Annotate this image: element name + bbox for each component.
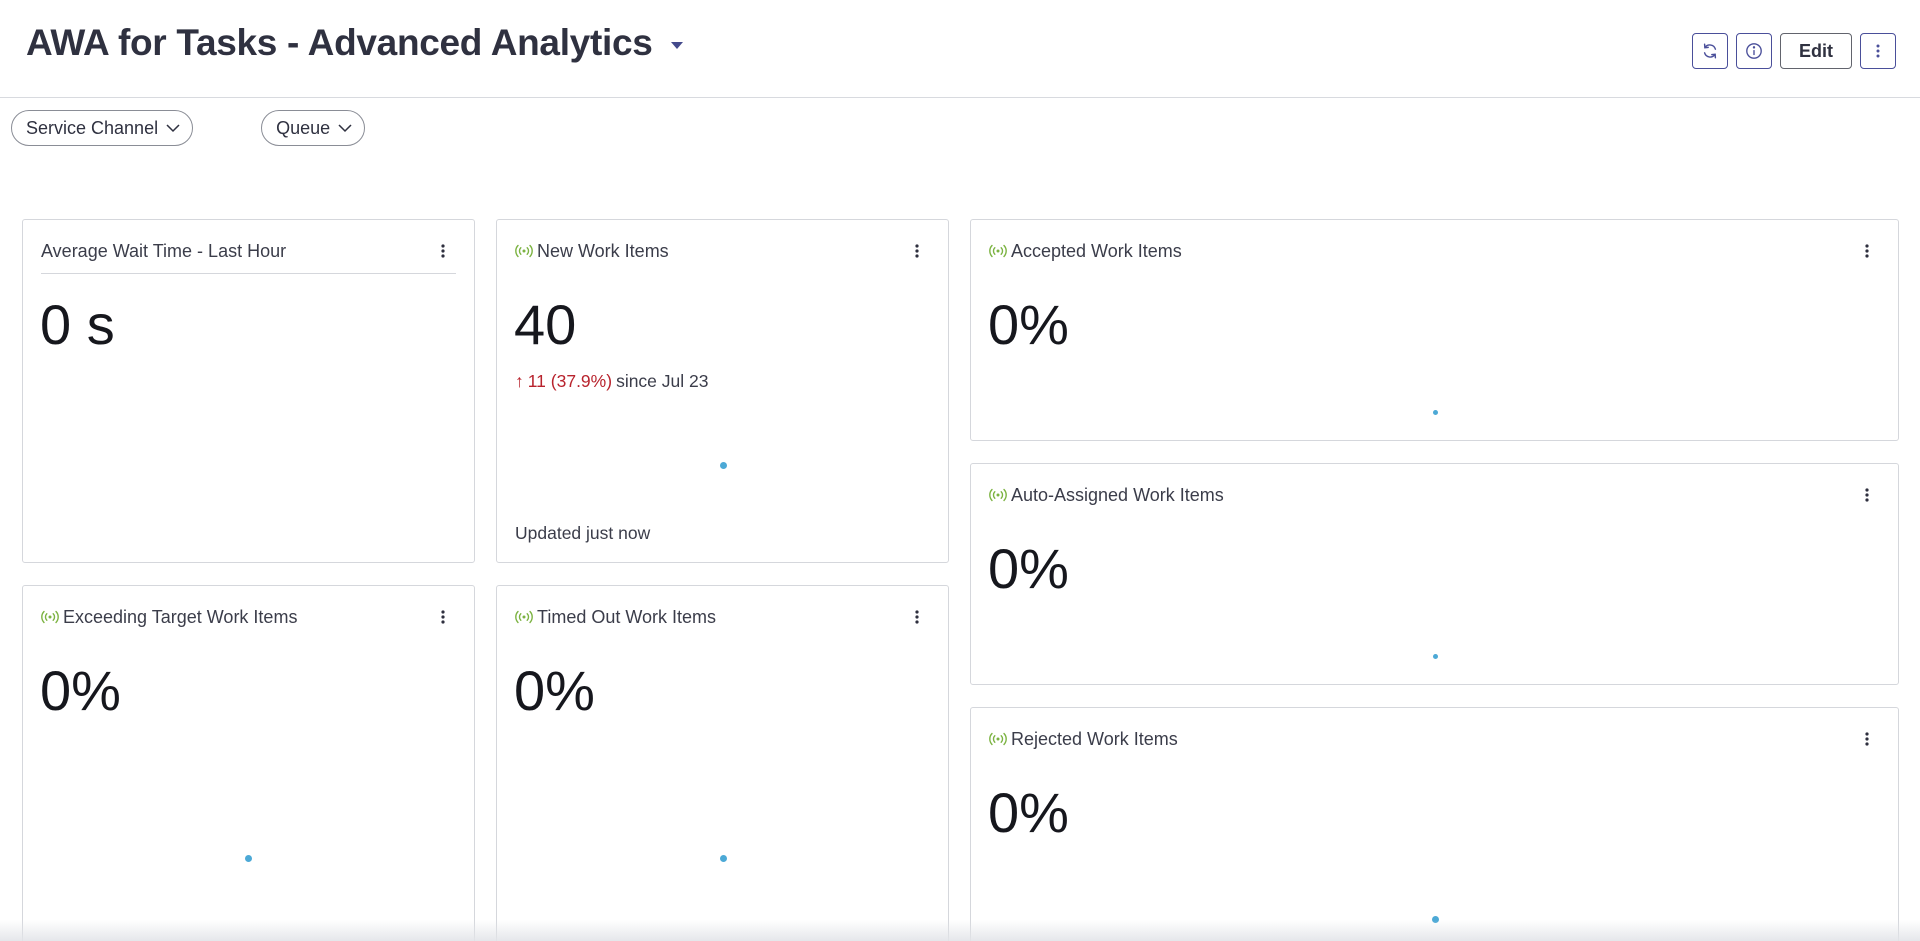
more-vertical-icon bbox=[441, 244, 445, 258]
trend-since: since Jul 23 bbox=[616, 371, 709, 391]
title-area: AWA for Tasks - Advanced Analytics bbox=[26, 22, 683, 64]
more-vertical-icon bbox=[915, 610, 919, 624]
page-title: AWA for Tasks - Advanced Analytics bbox=[26, 22, 653, 63]
toolbar: Edit bbox=[1692, 33, 1896, 69]
card-menu-button[interactable] bbox=[904, 238, 930, 264]
metric-value: 0 s bbox=[40, 293, 115, 356]
info-button[interactable] bbox=[1736, 33, 1772, 69]
card-average-wait-time: Average Wait Time - Last Hour 0 s bbox=[22, 219, 475, 563]
metric-value: 0% bbox=[988, 293, 1069, 356]
more-vertical-icon bbox=[1865, 244, 1869, 258]
card-menu-button[interactable] bbox=[904, 604, 930, 630]
chart-point bbox=[245, 855, 252, 862]
card-new-work-items: New Work Items 40 ↑ 11 (37.9%) since Jul… bbox=[496, 219, 949, 563]
filter-queue[interactable]: Queue bbox=[261, 110, 366, 146]
card-header: Auto-Assigned Work Items bbox=[989, 482, 1880, 508]
card-header: Rejected Work Items bbox=[989, 726, 1880, 752]
card-header: Exceeding Target Work Items bbox=[41, 604, 456, 630]
card-rejected-work-items: Rejected Work Items 0% bbox=[970, 707, 1899, 941]
filter-bar: Service Channel Queue bbox=[11, 110, 366, 146]
chart-point bbox=[1433, 654, 1438, 659]
refresh-button[interactable] bbox=[1692, 33, 1728, 69]
metric-value: 0% bbox=[988, 781, 1069, 844]
more-vertical-icon bbox=[1876, 44, 1880, 58]
filter-label: Service Channel bbox=[26, 117, 159, 138]
broadcast-icon bbox=[515, 244, 533, 258]
chevron-down-icon bbox=[166, 123, 180, 132]
card-menu-button[interactable] bbox=[1854, 726, 1880, 752]
card-menu-button[interactable] bbox=[430, 604, 456, 630]
chevron-down-icon bbox=[338, 123, 352, 132]
more-options-button[interactable] bbox=[1860, 33, 1896, 69]
trend-change: 11 (37.9%) bbox=[527, 371, 613, 391]
card-header: Accepted Work Items bbox=[989, 238, 1880, 264]
broadcast-icon bbox=[989, 244, 1007, 258]
card-header: Timed Out Work Items bbox=[515, 604, 930, 630]
broadcast-icon bbox=[989, 488, 1007, 502]
chart-point bbox=[720, 462, 727, 469]
info-icon bbox=[1746, 43, 1762, 59]
card-menu-button[interactable] bbox=[430, 238, 456, 264]
card-header: Average Wait Time - Last Hour bbox=[41, 238, 456, 264]
broadcast-icon bbox=[41, 610, 59, 624]
chart-point bbox=[720, 855, 727, 862]
chart-point bbox=[1433, 410, 1438, 415]
more-vertical-icon bbox=[915, 244, 919, 258]
refresh-icon bbox=[1703, 43, 1717, 59]
card-exceeding-target-work-items: Exceeding Target Work Items 0% bbox=[22, 585, 475, 941]
dashboard-header: AWA for Tasks - Advanced Analytics Edit bbox=[0, 0, 1920, 98]
filter-label: Queue bbox=[276, 117, 331, 138]
card-title: Exceeding Target Work Items bbox=[63, 606, 298, 627]
bottom-shadow bbox=[0, 920, 1920, 941]
chart-point bbox=[1432, 916, 1439, 923]
card-title: Auto-Assigned Work Items bbox=[1011, 484, 1224, 505]
metric-value: 0% bbox=[988, 537, 1069, 600]
trend-indicator: ↑ 11 (37.9%) since Jul 23 bbox=[515, 371, 708, 392]
edit-button[interactable]: Edit bbox=[1780, 33, 1852, 69]
card-title: Accepted Work Items bbox=[1011, 240, 1182, 261]
card-timed-out-work-items: Timed Out Work Items 0% bbox=[496, 585, 949, 941]
more-vertical-icon bbox=[441, 610, 445, 624]
caret-down-icon[interactable] bbox=[670, 41, 683, 49]
broadcast-icon bbox=[515, 610, 533, 624]
broadcast-icon bbox=[989, 732, 1007, 746]
metric-value: 0% bbox=[40, 659, 121, 722]
more-vertical-icon bbox=[1865, 732, 1869, 746]
updated-status: Updated just now bbox=[515, 523, 651, 543]
metric-value: 40 bbox=[514, 293, 577, 356]
more-vertical-icon bbox=[1865, 488, 1869, 502]
card-title: Average Wait Time - Last Hour bbox=[41, 240, 287, 261]
card-divider bbox=[41, 273, 456, 274]
card-menu-button[interactable] bbox=[1854, 482, 1880, 508]
card-title: Timed Out Work Items bbox=[537, 606, 717, 627]
card-auto-assigned-work-items: Auto-Assigned Work Items 0% bbox=[970, 463, 1899, 685]
card-title: New Work Items bbox=[537, 240, 669, 261]
metric-value: 0% bbox=[514, 659, 595, 722]
arrow-up-icon: ↑ bbox=[515, 371, 524, 391]
card-accepted-work-items: Accepted Work Items 0% bbox=[970, 219, 1899, 441]
filter-service-channel[interactable]: Service Channel bbox=[11, 110, 194, 146]
card-menu-button[interactable] bbox=[1854, 238, 1880, 264]
card-header: New Work Items bbox=[515, 238, 930, 264]
card-title: Rejected Work Items bbox=[1011, 728, 1178, 749]
